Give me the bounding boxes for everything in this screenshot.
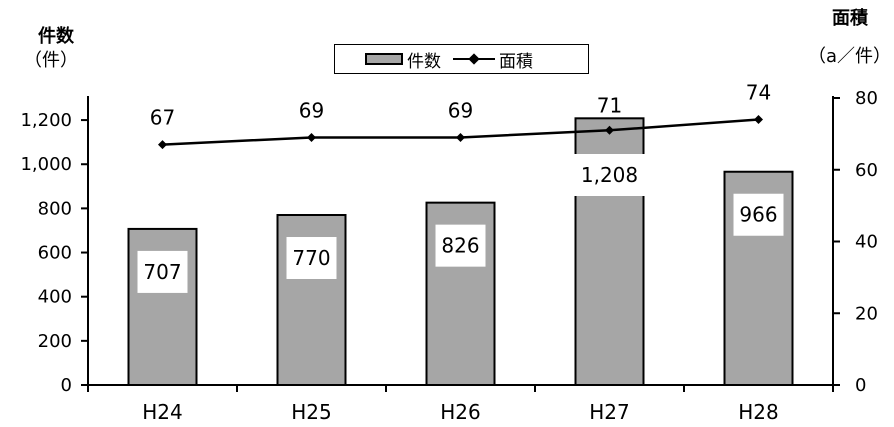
left-tick-label: 1,200: [20, 110, 72, 131]
legend-line-label: 面積: [499, 51, 533, 72]
left-tick-label: 0: [61, 375, 72, 396]
legend-line-swatch: [453, 52, 495, 66]
line-point-marker: [307, 132, 316, 142]
x-category-label: H28: [738, 400, 779, 424]
line-value-label: 69: [299, 98, 324, 122]
bar-value-label: 770: [292, 246, 330, 270]
bar-label-box: [286, 237, 337, 280]
line-point-marker: [456, 132, 465, 142]
line-point-marker: [158, 140, 167, 150]
line-value-label: 71: [597, 93, 622, 117]
left-tick-label: 600: [38, 243, 72, 264]
x-category-label: H25: [291, 400, 332, 424]
bar-labels: 707 770 826 1,208 966: [137, 154, 784, 293]
bar-label-box: [733, 193, 784, 236]
bar-value-label: 966: [739, 203, 777, 227]
bar-value-label: 1,208: [581, 163, 638, 187]
line-point-marker: [605, 125, 614, 135]
left-tick-label: 200: [38, 331, 72, 352]
x-category-label: H27: [589, 400, 630, 424]
right-axis-title: 面積: [832, 8, 868, 29]
line-value-label: 69: [448, 98, 473, 122]
left-tick-label: 1,000: [20, 154, 72, 175]
x-category-label: H26: [440, 400, 481, 424]
area-line: [158, 115, 763, 150]
right-tick-label: 20: [855, 303, 878, 324]
line-point-marker: [754, 115, 763, 125]
right-tick-label: 0: [855, 375, 866, 396]
bar-label-box: [137, 250, 188, 293]
right-axis-unit: （a／件）: [808, 46, 892, 67]
left-tick-label: 400: [38, 287, 72, 308]
bar-value-label: 707: [143, 260, 181, 284]
right-tick-label: 80: [855, 88, 878, 109]
line-labels: 67 69 69 71 74: [150, 81, 771, 130]
right-tick-label: 60: [855, 160, 878, 181]
right-axis-ticks: 0 20 40 60 80: [833, 88, 878, 396]
right-tick-label: 40: [855, 232, 878, 253]
left-axis-title: 件数: [38, 26, 74, 47]
left-axis-ticks: 0 200 400 600 800 1,000 1,200: [20, 110, 88, 396]
bar-label-box: [574, 154, 645, 196]
legend: 件数 面積: [334, 44, 589, 74]
x-category-label: H24: [142, 400, 183, 424]
bar-value-label: 826: [441, 234, 479, 258]
line-value-label: 74: [746, 81, 771, 105]
axes: [87, 96, 834, 392]
bar-label-box: [435, 224, 486, 267]
left-axis-unit: （件）: [24, 50, 78, 71]
line-value-label: 67: [150, 106, 175, 130]
category-labels: H24 H25 H26 H27 H28: [142, 400, 779, 424]
legend-bar-swatch: [365, 53, 403, 65]
left-tick-label: 800: [38, 198, 72, 219]
legend-bar-label: 件数: [407, 51, 441, 72]
